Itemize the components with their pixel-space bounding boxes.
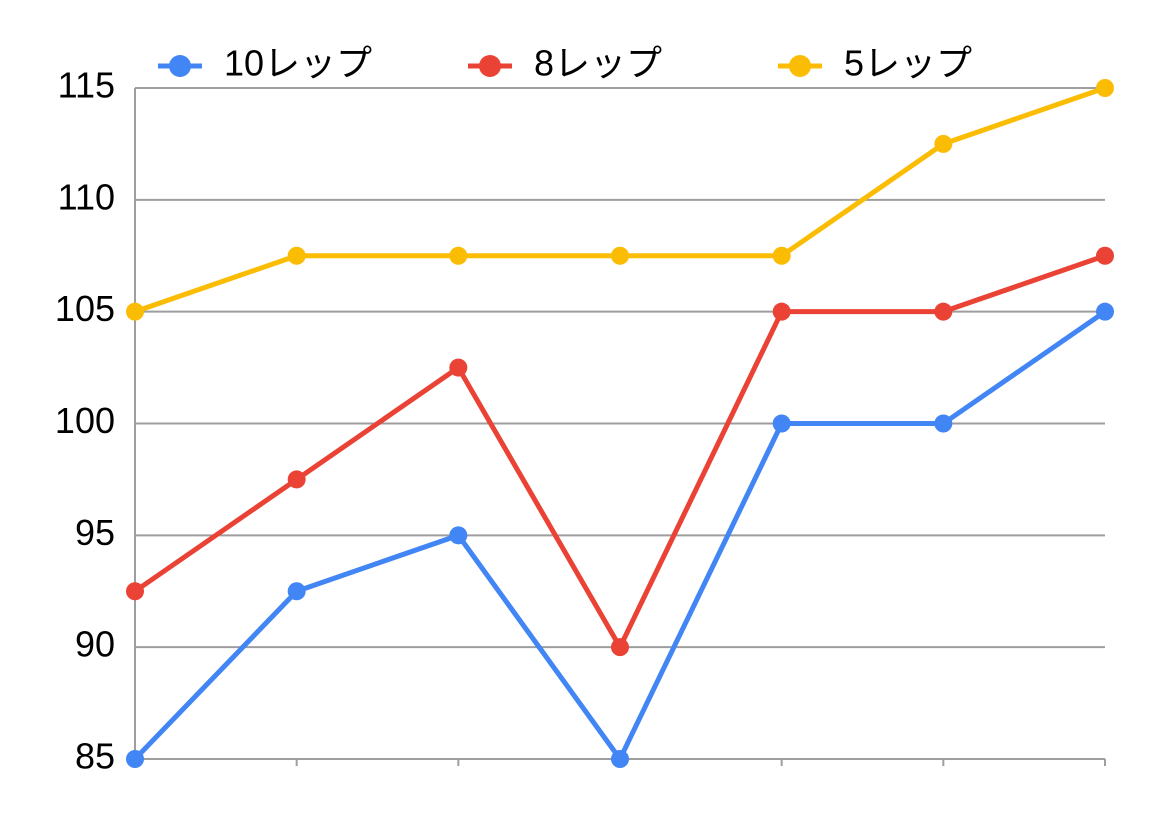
y-tick-label: 100 [55,400,115,441]
data-point [287,582,306,601]
y-tick-label: 115 [58,65,115,106]
data-point [1096,302,1114,321]
data-point [126,750,144,768]
data-point [772,302,791,321]
data-point [772,414,791,433]
legend-marker [479,55,501,77]
series-line [133,253,1106,650]
data-point [611,750,629,768]
data-point [1096,246,1114,265]
legend-label: 8レップ [534,43,662,84]
data-point [934,302,953,321]
data-point [1096,79,1114,97]
y-tick-label: 85 [75,736,115,777]
legend-marker [169,55,191,77]
y-tick-label: 105 [55,288,115,329]
data-point [934,414,953,433]
data-point [449,358,468,377]
data-point [126,302,144,321]
data-point [611,246,629,265]
data-point [934,134,953,153]
data-point [449,246,468,265]
y-tick-label: 90 [75,624,115,665]
y-tick-label: 110 [58,176,115,217]
y-tick-label: 95 [75,512,115,553]
legend-label: 10レップ [224,43,372,84]
data-point [611,638,629,657]
data-point [287,470,306,489]
legend-marker [789,55,811,77]
data-point [126,582,144,601]
data-point [287,246,306,265]
data-point [449,526,468,545]
data-point [772,246,791,265]
legend-label: 5レップ [844,43,972,84]
